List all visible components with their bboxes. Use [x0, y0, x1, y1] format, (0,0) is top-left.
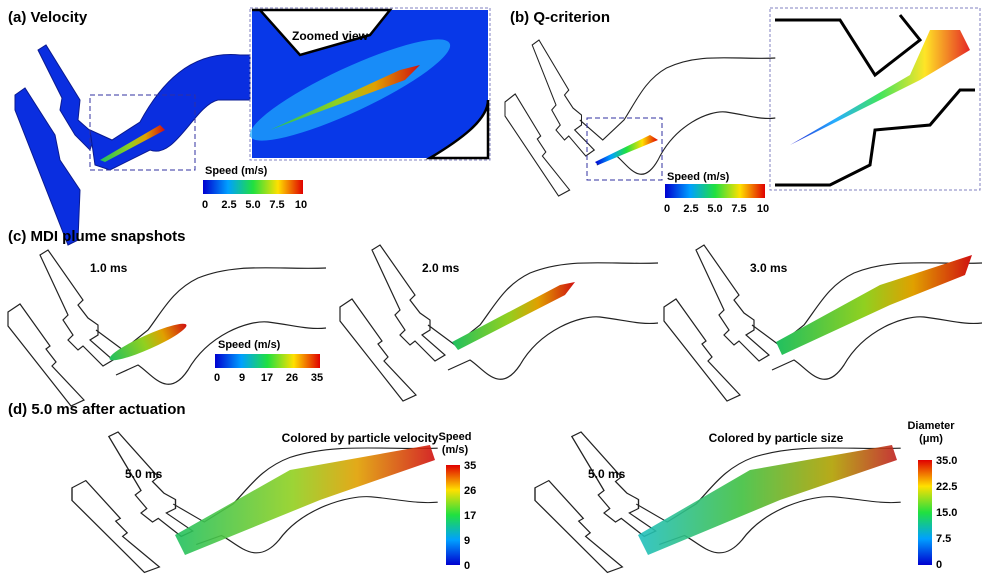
- colorbar-tick: 35: [311, 372, 323, 384]
- colorbar-tick: 0: [214, 372, 220, 384]
- colorbar-tick: 26: [464, 485, 476, 497]
- colorbar-tick: 35.0: [936, 455, 957, 467]
- colorbar: [665, 184, 765, 198]
- time-label: 5.0 ms: [125, 467, 163, 481]
- panel-label: (d) 5.0 ms after actuation: [8, 401, 186, 418]
- colorbar-tick: 10: [295, 199, 307, 211]
- colorbar: [215, 354, 320, 368]
- annotation: Zoomed view: [292, 29, 369, 43]
- view-title: Colored by particle velocity: [282, 431, 439, 445]
- inset-vortices: [790, 30, 970, 145]
- colorbar-title: Speed (m/s): [432, 431, 478, 457]
- colorbar-tick: 15.0: [936, 507, 957, 519]
- figure-canvas: (a) Velocity Zoomed view Speed (m/s) 0 2…: [0, 0, 982, 574]
- colorbar-tick: 35: [464, 460, 476, 472]
- colorbar-tick: 7.5: [269, 199, 284, 211]
- panel-label: (a) Velocity: [8, 9, 88, 26]
- colorbar-tick: 0: [464, 560, 470, 572]
- colorbar-title: Speed (m/s): [667, 171, 730, 183]
- colorbar-title: Speed (m/s): [218, 339, 281, 351]
- colorbar-tick: 5.0: [245, 199, 260, 211]
- colorbar-tick: 2.5: [683, 203, 698, 215]
- colorbar-tick: 0: [202, 199, 208, 211]
- vortex-structures: [595, 135, 658, 165]
- colorbar-tick: 2.5: [221, 199, 236, 211]
- time-label: 2.0 ms: [422, 261, 460, 275]
- colorbar-tick: 7.5: [731, 203, 746, 215]
- colorbar-tick: 9: [464, 535, 470, 547]
- colorbar-tick: 0: [664, 203, 670, 215]
- panel-label: (c) MDI plume snapshots: [8, 228, 186, 245]
- time-label: 5.0 ms: [588, 467, 626, 481]
- colorbar: [203, 180, 303, 194]
- colorbar-tick: 0: [936, 559, 942, 571]
- plume: [452, 282, 575, 350]
- colorbar: [446, 465, 460, 565]
- plume: [776, 255, 972, 355]
- time-label: 1.0 ms: [90, 261, 128, 275]
- colorbar-tick: 5.0: [707, 203, 722, 215]
- colorbar: [918, 460, 932, 565]
- colorbar-tick: 26: [286, 372, 298, 384]
- inhaler-outline: [505, 40, 775, 196]
- panel-label: (b) Q-criterion: [510, 9, 610, 26]
- colorbar-title: Diameter (μm): [900, 420, 962, 446]
- colorbar-tick: 9: [239, 372, 245, 384]
- plume: [107, 319, 189, 366]
- time-label: 3.0 ms: [750, 261, 788, 275]
- colorbar-tick: 7.5: [936, 533, 951, 545]
- colorbar-tick: 22.5: [936, 481, 957, 493]
- colorbar-tick: 17: [261, 372, 273, 384]
- colorbar-tick: 10: [757, 203, 769, 215]
- colorbar-title: Speed (m/s): [205, 165, 268, 177]
- colorbar-tick: 17: [464, 510, 476, 522]
- figure: (a) Velocity Zoomed view Speed (m/s) 0 2…: [0, 0, 982, 574]
- view-title: Colored by particle size: [709, 431, 844, 445]
